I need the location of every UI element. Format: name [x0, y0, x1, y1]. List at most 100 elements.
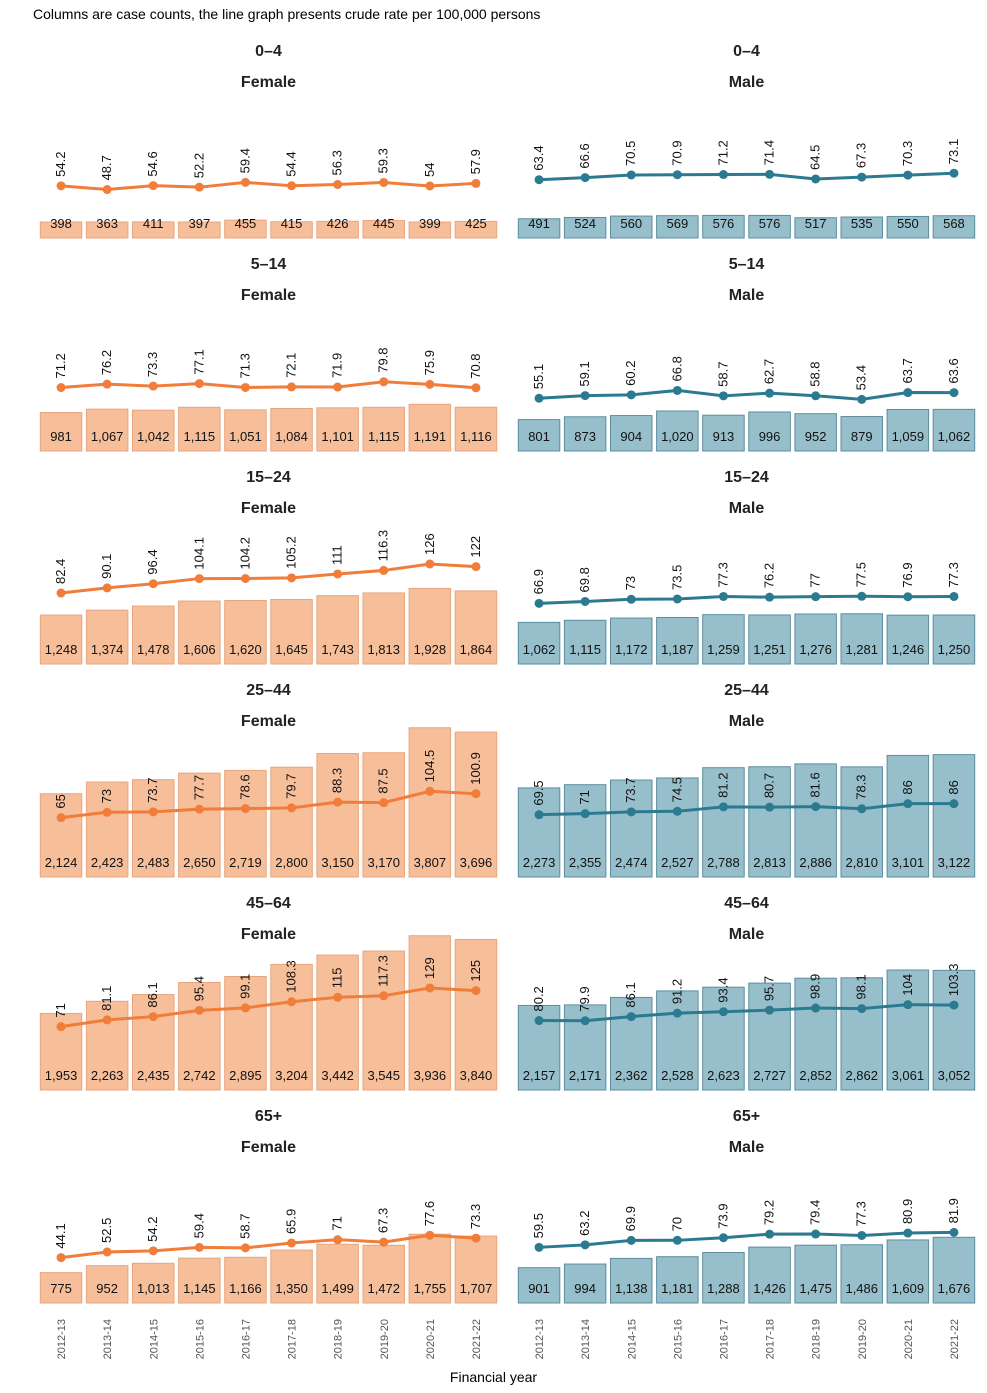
- rate-label: 54.6: [145, 151, 160, 176]
- count-bar: [454, 590, 498, 665]
- rate-label: 129: [422, 957, 437, 979]
- rate-point: [718, 170, 728, 180]
- panel-age-title-0-4-female: 0–4: [255, 43, 282, 60]
- rate-point: [287, 803, 297, 813]
- count-label: 879: [851, 429, 873, 444]
- count-label: 1,813: [367, 642, 400, 657]
- count-bar: [656, 990, 699, 1091]
- count-label: 1,707: [460, 1281, 493, 1296]
- panel-sex-title-0-4-female: Female: [241, 74, 296, 91]
- rate-label: 80.9: [900, 1199, 915, 1224]
- rate-point: [56, 181, 66, 191]
- rate-point: [765, 1229, 775, 1239]
- rate-point: [194, 379, 204, 389]
- count-label: 1,020: [661, 429, 694, 444]
- count-bar: [656, 215, 699, 239]
- rate-label: 60.2: [623, 361, 638, 386]
- rate-point: [333, 797, 343, 807]
- count-label: 2,623: [707, 1068, 740, 1083]
- count-label: 445: [373, 216, 395, 231]
- rate-point: [626, 594, 636, 604]
- count-label: 3,052: [938, 1068, 971, 1083]
- count-bar: [656, 410, 699, 452]
- rate-point: [534, 810, 544, 820]
- count-bar: [362, 592, 405, 665]
- rate-line: [538, 594, 954, 605]
- count-label: 2,727: [753, 1068, 786, 1083]
- count-bar: [132, 779, 175, 878]
- count-bar: [748, 214, 791, 239]
- count-label: 2,124: [45, 855, 78, 870]
- count-label: 913: [713, 429, 735, 444]
- rate-label: 77.3: [946, 562, 961, 587]
- count-bar: [748, 982, 791, 1091]
- count-label: 517: [805, 216, 827, 231]
- count-label: 1,609: [892, 1281, 925, 1296]
- count-bar: [563, 784, 607, 878]
- rate-label: 116.3: [376, 530, 391, 562]
- rate-label: 79.8: [376, 347, 391, 372]
- count-label: 2,528: [661, 1068, 694, 1083]
- count-label: 426: [327, 216, 349, 231]
- count-bar: [270, 766, 313, 878]
- count-bar: [454, 220, 498, 239]
- count-label: 1,084: [275, 429, 308, 444]
- count-label: 2,862: [845, 1068, 878, 1083]
- panel-age-title-0-4-male: 0–4: [733, 43, 760, 60]
- rate-label: 98.9: [808, 974, 823, 999]
- rate-label: 65.9: [284, 1209, 299, 1234]
- panel-age-title-25-44-female: 25–44: [246, 682, 291, 699]
- count-label: 550: [897, 216, 919, 231]
- count-bar: [932, 408, 976, 452]
- count-label: 1,475: [799, 1281, 832, 1296]
- rate-label: 95.4: [191, 976, 206, 1001]
- rate-point: [287, 382, 297, 392]
- count-label: 2,483: [137, 855, 170, 870]
- rate-point: [949, 1000, 959, 1010]
- count-label: 2,800: [275, 855, 308, 870]
- rate-label: 75.9: [422, 350, 437, 375]
- rate-point: [148, 579, 158, 589]
- rate-point: [857, 1230, 867, 1240]
- count-bar: [224, 769, 267, 878]
- count-label: 1,191: [414, 429, 447, 444]
- rate-label: 74.5: [669, 777, 684, 802]
- count-bar: [517, 1267, 561, 1304]
- rate-label: 62.7: [762, 359, 777, 384]
- rate-point: [903, 1000, 913, 1010]
- rate-label: 66.6: [577, 143, 592, 168]
- count-bar: [748, 766, 791, 878]
- rate-point: [240, 1243, 250, 1253]
- count-label: 3,545: [367, 1068, 400, 1083]
- rate-point: [240, 382, 250, 392]
- count-bar: [610, 617, 653, 665]
- count-label: 2,423: [91, 855, 124, 870]
- rate-point: [148, 381, 158, 391]
- rate-label: 58.7: [715, 362, 730, 387]
- count-bar: [748, 1246, 791, 1304]
- count-label: 569: [666, 216, 688, 231]
- count-bar: [362, 406, 405, 452]
- count-bar: [178, 982, 221, 1091]
- rate-point: [425, 181, 435, 191]
- count-label: 2,895: [229, 1068, 262, 1083]
- rate-label: 48.7: [99, 155, 114, 180]
- count-label: 1,246: [892, 642, 925, 657]
- count-bar: [886, 215, 930, 239]
- count-bar: [362, 752, 405, 878]
- count-bar: [517, 218, 561, 239]
- rate-label: 88.3: [330, 768, 345, 793]
- count-label: 2,813: [753, 855, 786, 870]
- count-label: 1,062: [523, 642, 556, 657]
- rate-point: [626, 1235, 636, 1245]
- count-label: 1,145: [183, 1281, 216, 1296]
- count-label: 1,350: [275, 1281, 308, 1296]
- rate-label: 78.3: [854, 774, 869, 799]
- count-bar: [886, 408, 930, 452]
- count-label: 576: [759, 216, 781, 231]
- count-bar: [362, 1244, 405, 1304]
- count-bar: [517, 621, 561, 665]
- rate-point: [471, 789, 481, 799]
- count-bar: [563, 416, 607, 452]
- x-tick-label: 2012-13: [534, 1319, 546, 1359]
